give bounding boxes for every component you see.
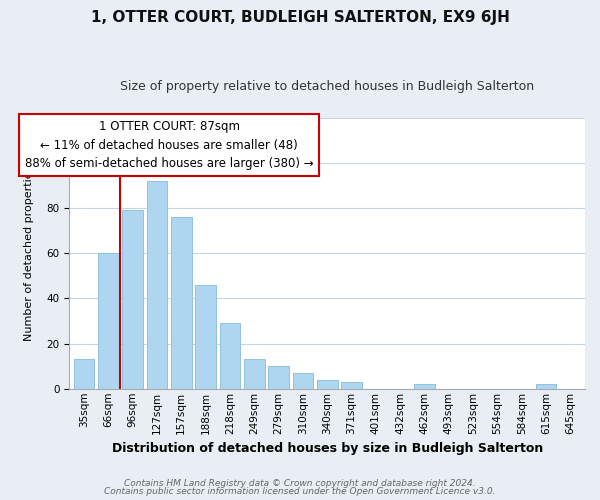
- Bar: [341, 382, 362, 389]
- Text: 1 OTTER COURT: 87sqm
← 11% of detached houses are smaller (48)
88% of semi-detac: 1 OTTER COURT: 87sqm ← 11% of detached h…: [25, 120, 313, 170]
- Bar: [195, 285, 216, 389]
- Bar: [536, 384, 556, 389]
- Title: Size of property relative to detached houses in Budleigh Salterton: Size of property relative to detached ho…: [120, 80, 534, 93]
- Y-axis label: Number of detached properties: Number of detached properties: [25, 166, 34, 341]
- Bar: [414, 384, 435, 389]
- X-axis label: Distribution of detached houses by size in Budleigh Salterton: Distribution of detached houses by size …: [112, 442, 543, 455]
- Bar: [293, 373, 313, 389]
- Bar: [146, 181, 167, 389]
- Text: Contains HM Land Registry data © Crown copyright and database right 2024.: Contains HM Land Registry data © Crown c…: [124, 478, 476, 488]
- Bar: [317, 380, 338, 389]
- Bar: [268, 366, 289, 389]
- Bar: [244, 360, 265, 389]
- Text: Contains public sector information licensed under the Open Government Licence v3: Contains public sector information licen…: [104, 487, 496, 496]
- Bar: [74, 360, 94, 389]
- Bar: [98, 254, 119, 389]
- Bar: [220, 324, 240, 389]
- Bar: [122, 210, 143, 389]
- Text: 1, OTTER COURT, BUDLEIGH SALTERTON, EX9 6JH: 1, OTTER COURT, BUDLEIGH SALTERTON, EX9 …: [91, 10, 509, 25]
- Bar: [171, 217, 191, 389]
